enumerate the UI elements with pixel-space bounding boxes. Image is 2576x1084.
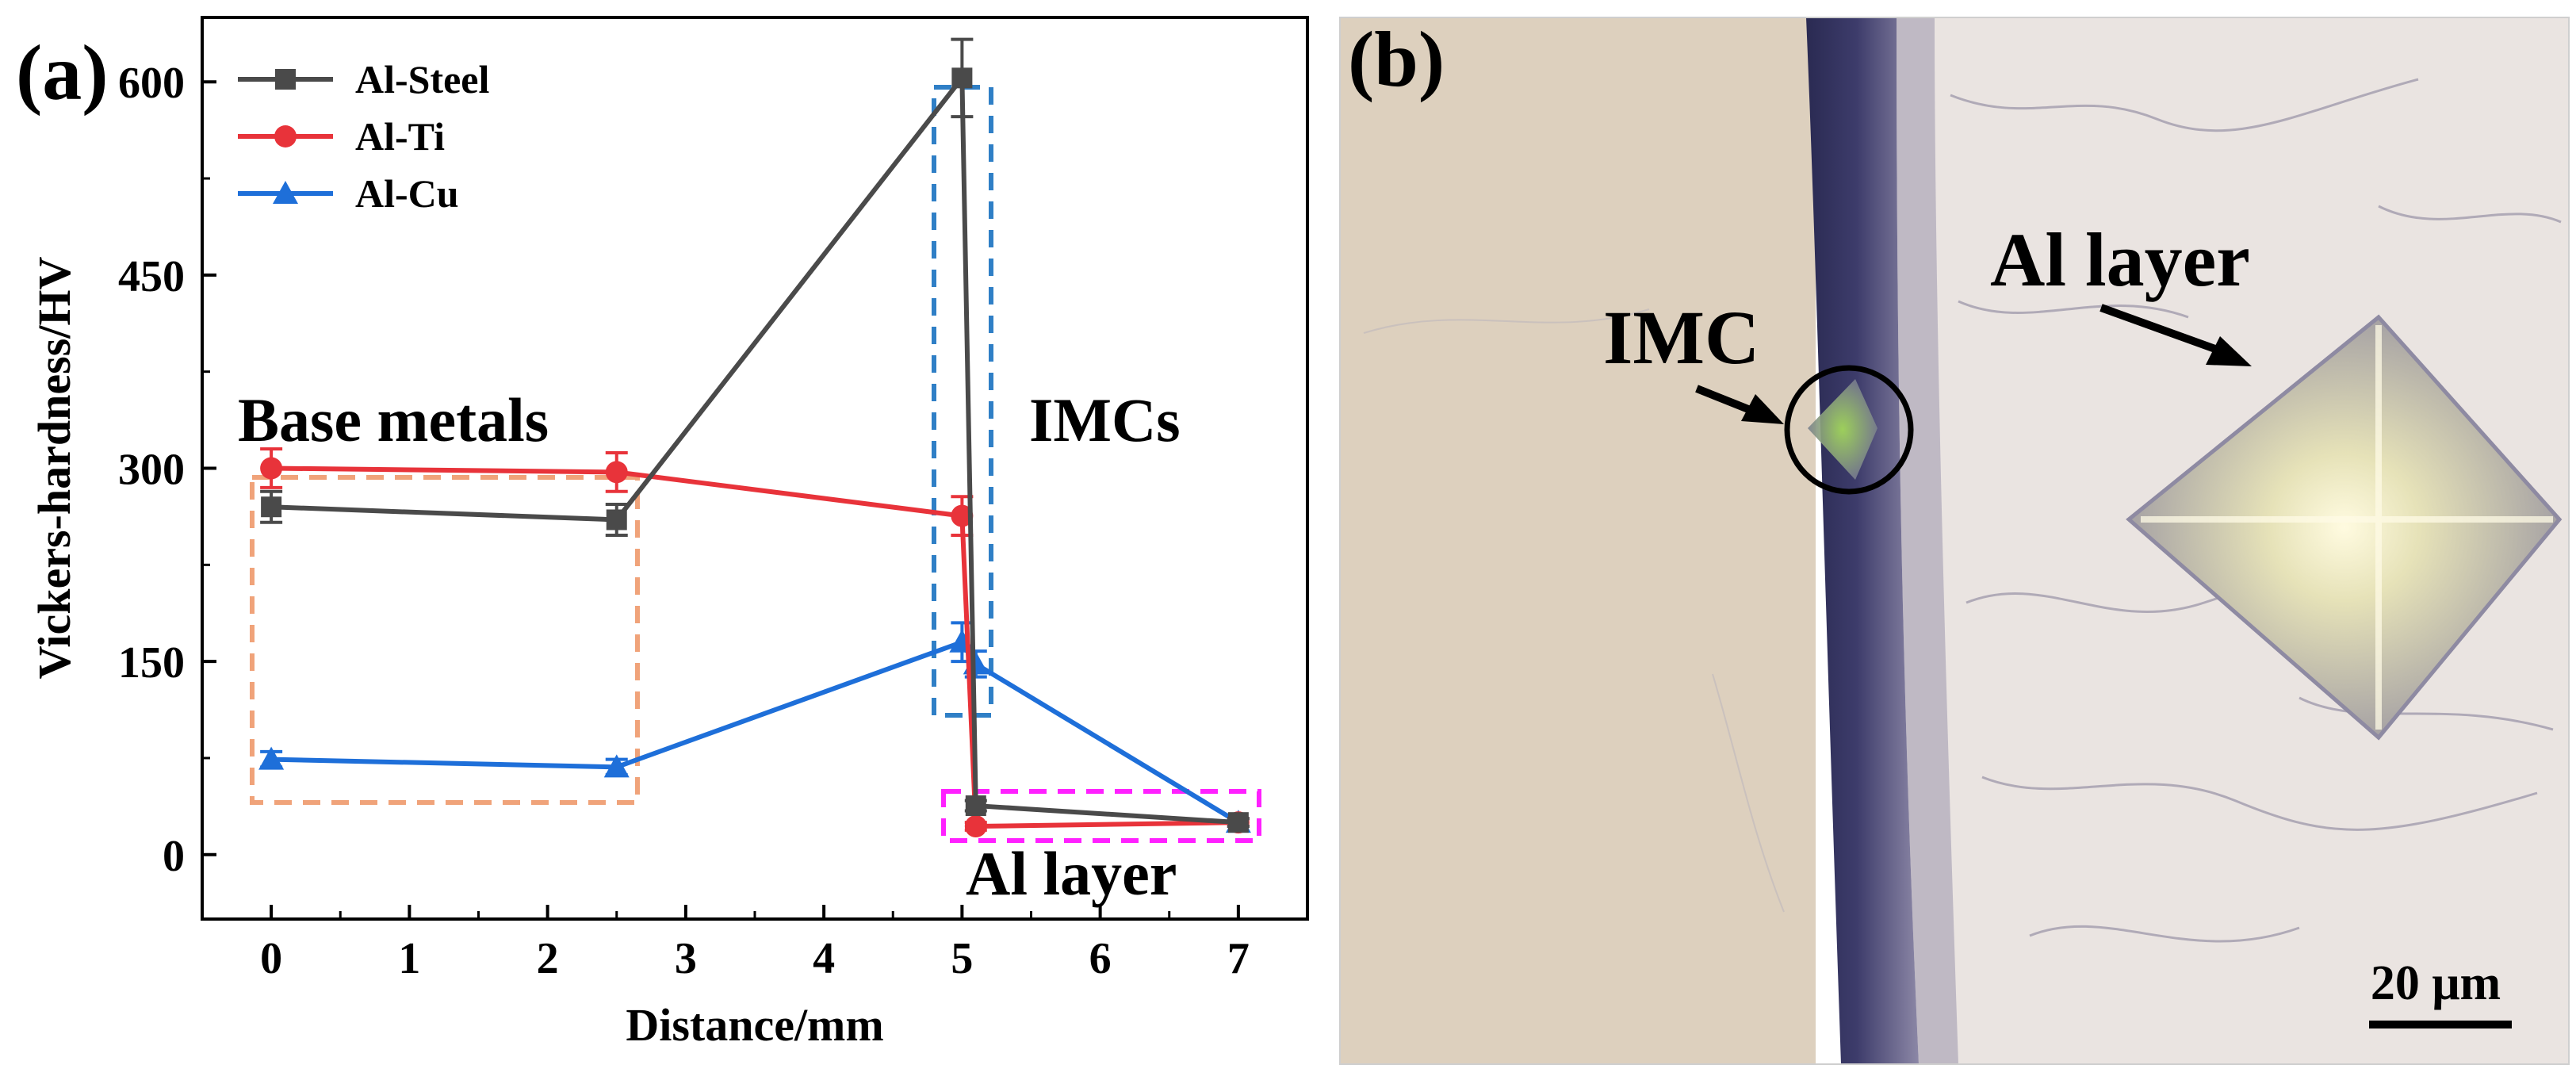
al-layer-annotation: Al layer [966, 839, 1177, 908]
y-axis-title: Vickers-hardness/HV [29, 257, 80, 680]
panel-b-label: (b) [1348, 15, 1445, 103]
x-axis: 0 1 2 3 4 5 6 7 [260, 905, 1250, 983]
x-tick-label: 7 [1227, 934, 1250, 983]
series-al-steel [260, 37, 1250, 833]
x-tick-label: 4 [813, 934, 835, 983]
x-tick-label: 6 [1089, 934, 1112, 983]
data-point [964, 815, 987, 838]
al-layer-label: Al layer [1990, 217, 2250, 302]
data-point [603, 754, 630, 778]
imc-circle-marker [1784, 365, 1914, 495]
legend-marker [273, 181, 298, 204]
scale-bar-label: 20 μm [2371, 956, 2501, 1010]
x-tick-label: 1 [398, 934, 420, 983]
legend-label: Al-Steel [355, 57, 489, 102]
x-tick-label: 5 [951, 934, 973, 983]
legend: Al-Steel Al-Ti Al-Cu [238, 57, 489, 216]
imc-arrow [1695, 385, 1758, 416]
x-axis-title: Distance/mm [626, 999, 883, 1051]
data-point [258, 746, 285, 770]
al-layer-arrow [2099, 304, 2226, 356]
data-point [605, 461, 628, 484]
legend-label: Al-Cu [355, 171, 459, 216]
x-tick-label: 2 [537, 934, 559, 983]
data-point [1227, 812, 1249, 833]
data-point [261, 496, 282, 518]
al-layer-arrow-head [2206, 336, 2252, 366]
data-point [606, 509, 627, 531]
y-tick-label: 300 [118, 446, 185, 495]
imc-label: IMC [1603, 295, 1759, 380]
legend-label: Al-Ti [355, 114, 445, 159]
y-tick-label: 150 [118, 638, 185, 688]
series-line [271, 465, 1238, 829]
data-point [951, 504, 974, 527]
y-axis: 0 150 300 450 600 [118, 59, 216, 881]
series-al-ti [260, 447, 1250, 838]
series-layer [258, 37, 1251, 838]
data-point [260, 457, 283, 480]
data-point [951, 67, 973, 89]
series-al-cu [258, 621, 1251, 833]
hardness-chart: (a) Base metals IMCs Al layer 0 1 2 3 4 5 6 7 0… [16, 16, 1309, 1051]
panel-a-label: (a) [16, 29, 109, 117]
y-tick-label: 600 [118, 59, 185, 108]
imc-arrow-head [1741, 394, 1784, 424]
legend-marker [274, 125, 297, 147]
micrograph-image [1340, 17, 2569, 1064]
micrograph-border [1339, 17, 2570, 1065]
x-tick-label: 3 [675, 934, 697, 983]
al-layer-box [941, 789, 1261, 843]
y-tick-label: 450 [118, 252, 185, 301]
imcs-annotation: IMCs [1029, 385, 1181, 454]
series-line [271, 639, 1240, 825]
y-tick-label: 0 [163, 832, 185, 881]
base-metals-annotation: Base metals [238, 385, 549, 454]
base-metals-box [250, 475, 640, 805]
micrograph-panel: (b) IMC Al layer 20 μm [1339, 15, 2570, 1065]
legend-marker [275, 69, 296, 90]
x-tick-label: 0 [260, 934, 282, 983]
data-point [965, 795, 986, 817]
